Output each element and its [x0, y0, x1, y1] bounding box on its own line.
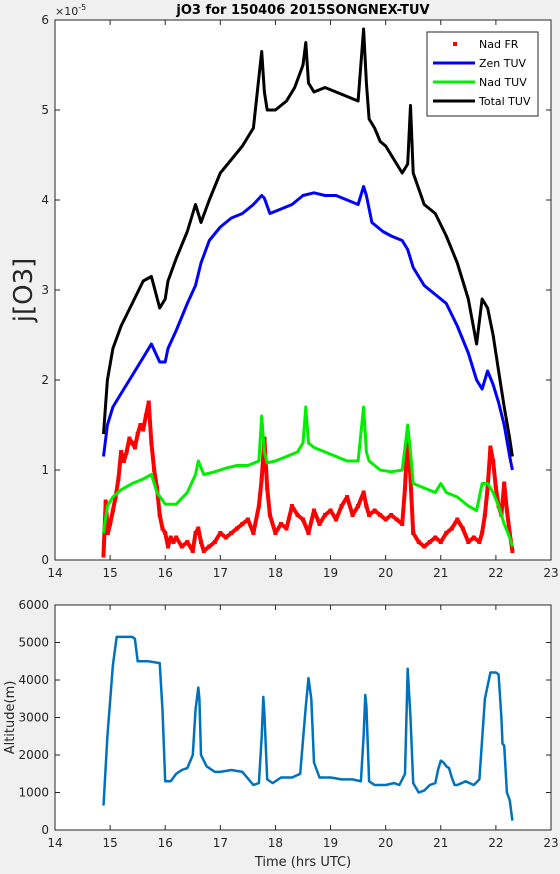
- legend-label-nad-fr: Nad FR: [479, 38, 519, 51]
- top-x-tick-label: 22: [488, 566, 503, 580]
- top-x-tick-label: 18: [268, 566, 283, 580]
- legend-label-zen-tuv: Zen TUV: [479, 57, 527, 70]
- bottom-y-tick-label: 2000: [18, 748, 49, 762]
- legend-label-total-tuv: Total TUV: [478, 95, 531, 108]
- bottom-axes: 14 15 16 17 18 19 20 21 22 23 0 1000 2000 3000 4000 500…: [3, 598, 559, 870]
- nad-tuv-line: [102, 405, 514, 547]
- bottom-y-tick-label: 5000: [18, 636, 49, 650]
- top-x-tick-label: 15: [102, 566, 117, 580]
- bottom-x-tick-label: 15: [102, 836, 117, 850]
- top-y-tick-label: 5: [41, 103, 49, 117]
- bottom-x-tick-label: 14: [47, 836, 62, 850]
- bottom-x-tick-label: 19: [323, 836, 338, 850]
- altitude-line: [102, 635, 514, 821]
- bottom-y-tick-label: 6000: [18, 598, 49, 612]
- nad-fr-point: [101, 553, 106, 558]
- top-x-tick-label: 14: [47, 566, 62, 580]
- top-x-tick-label: 20: [378, 566, 393, 580]
- bottom-ticks-group: 14 15 16 17 18 19 20 21 22 23 0 1000 2000 3000 4000 500…: [18, 598, 558, 850]
- bottom-x-tick-label: 18: [268, 836, 283, 850]
- bottom-y-tick-label: 3000: [18, 711, 49, 725]
- bottom-y-tick-label: 1000: [18, 786, 49, 800]
- y-exponent-base: ×10: [55, 5, 78, 18]
- bottom-x-tick-label: 22: [488, 836, 503, 850]
- top-series-group: [101, 27, 515, 558]
- y-exponent-label: ×10-5: [55, 3, 86, 18]
- top-y-tick-label: 2: [41, 373, 49, 387]
- top-chart-title: jO3 for 150406 2015SONGNEX-TUV: [175, 3, 429, 18]
- legend-label-nad-tuv: Nad TUV: [479, 76, 527, 89]
- bottom-x-tick-label: 23: [543, 836, 558, 850]
- legend: Nad FR Zen TUV Nad TUV Total TUV: [426, 31, 539, 117]
- top-y-tick-label: 0: [41, 553, 49, 567]
- nad-fr-point: [510, 549, 515, 553]
- top-x-tick-label: 21: [433, 566, 448, 580]
- top-y-tick-label: 3: [41, 283, 49, 297]
- nad-fr-trace: [101, 400, 515, 556]
- bottom-x-axis-label: Time (hrs UTC): [254, 855, 351, 870]
- top-x-tick-label: 16: [158, 566, 173, 580]
- legend-swatch-nad-fr: [453, 42, 457, 46]
- top-x-tick-label: 19: [323, 566, 338, 580]
- top-x-tick-label: 17: [213, 566, 228, 580]
- top-y-tick-label: 4: [41, 193, 49, 207]
- y-exponent-power: -5: [78, 3, 86, 12]
- total-tuv-line: [102, 27, 514, 457]
- top-y-axis-label: j[O3]: [9, 258, 39, 324]
- bottom-series-group: [102, 635, 514, 821]
- bottom-y-tick-label: 0: [41, 823, 49, 837]
- bottom-x-tick-label: 16: [158, 836, 173, 850]
- bottom-x-tick-label: 17: [213, 836, 228, 850]
- top-y-tick-label: 1: [41, 463, 49, 477]
- zen-tuv-line: [102, 185, 514, 471]
- bottom-y-axis-label: Altitude(m): [3, 681, 18, 755]
- bottom-x-tick-label: 20: [378, 836, 393, 850]
- bottom-plot-area: [55, 605, 551, 830]
- top-x-tick-label: 23: [543, 566, 558, 580]
- top-y-tick-label: 6: [41, 13, 49, 27]
- bottom-x-tick-label: 21: [433, 836, 448, 850]
- bottom-y-tick-label: 4000: [18, 673, 49, 687]
